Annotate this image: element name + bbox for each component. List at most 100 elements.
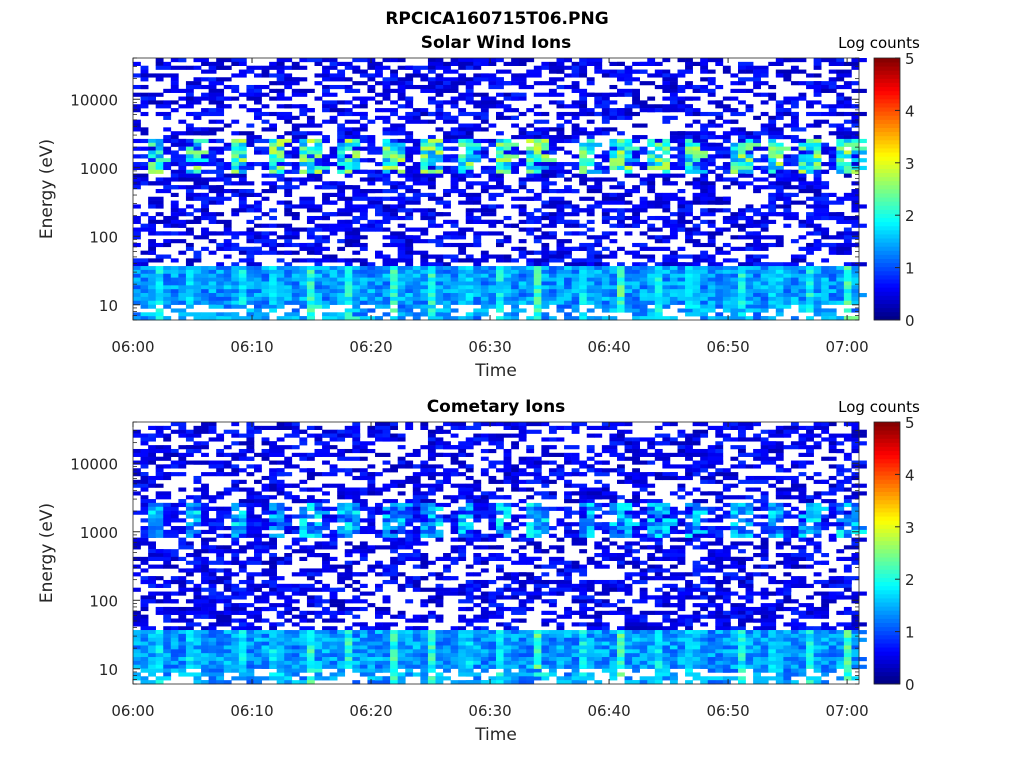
heatmap-cell — [178, 537, 187, 542]
heatmap-cell — [556, 65, 565, 70]
heatmap-cell — [488, 84, 504, 90]
heatmap-cell — [276, 657, 285, 662]
heatmap-cell — [730, 316, 746, 321]
heatmap-cell — [329, 464, 338, 469]
heatmap-cell — [329, 273, 338, 278]
heatmap-cell — [299, 196, 315, 201]
heatmap-cell — [768, 208, 777, 213]
heatmap-cell — [254, 599, 270, 604]
heatmap-cell — [526, 108, 535, 113]
heatmap-cell — [427, 208, 436, 213]
colorbar-segment — [874, 127, 900, 133]
heatmap-cell — [201, 510, 209, 515]
heatmap-cell — [753, 69, 769, 74]
heatmap-cell — [496, 146, 504, 151]
heatmap-cell — [722, 285, 731, 290]
heatmap-cell — [322, 610, 330, 615]
heatmap-cell — [450, 289, 459, 294]
heatmap-cell — [314, 649, 323, 654]
heatmap-cell — [843, 100, 852, 105]
heatmap-cell — [617, 142, 625, 147]
heatmap-cell — [571, 293, 580, 298]
heatmap-cell — [745, 296, 754, 302]
heatmap-cell — [208, 81, 225, 86]
heatmap-cell — [533, 293, 542, 298]
heatmap-cell — [231, 441, 240, 446]
heatmap-cell — [405, 235, 421, 240]
heatmap-cell — [254, 88, 262, 93]
heatmap-cell — [405, 158, 414, 163]
heatmap-cell — [458, 123, 474, 128]
heatmap-cell — [420, 169, 429, 174]
heatmap-cell — [443, 273, 451, 278]
heatmap-cell — [352, 235, 361, 240]
heatmap-cell — [579, 146, 588, 151]
colorbar-segment — [874, 315, 900, 321]
heatmap-cell — [201, 514, 209, 519]
heatmap-cell — [178, 456, 187, 461]
heatmap-cell — [276, 491, 285, 496]
heatmap-cell — [775, 189, 784, 194]
heatmap-cell — [261, 437, 270, 442]
heatmap-cell — [692, 146, 701, 151]
heatmap-cell — [647, 273, 656, 278]
heatmap-cell — [254, 92, 262, 97]
heatmap-cell — [291, 65, 300, 70]
heatmap-cell — [450, 277, 459, 282]
heatmap-cell — [359, 73, 368, 78]
heatmap-cell — [548, 165, 565, 171]
heatmap-cell — [813, 266, 822, 271]
heatmap-cell — [412, 150, 421, 155]
heatmap-cell — [533, 235, 550, 240]
heatmap-cell — [133, 273, 141, 278]
heatmap-cell — [760, 304, 769, 309]
heatmap-cell — [170, 158, 187, 163]
heatmap-cell — [163, 231, 172, 236]
heatmap-cell — [617, 181, 625, 186]
heatmap-cell — [806, 73, 814, 78]
heatmap-cell — [753, 258, 761, 263]
heatmap-cell — [458, 231, 467, 236]
heatmap-cell — [677, 142, 686, 147]
heatmap-cell — [148, 200, 164, 205]
heatmap-cell — [284, 599, 293, 604]
heatmap-cell — [284, 189, 293, 194]
heatmap-cell — [170, 502, 179, 508]
heatmap-cell — [216, 177, 225, 182]
heatmap-cell — [601, 277, 610, 282]
heatmap-cell — [201, 212, 217, 217]
heatmap-cell — [556, 173, 565, 178]
heatmap-cell — [185, 96, 194, 101]
heatmap-cell — [836, 293, 845, 298]
heatmap-cell — [291, 495, 300, 500]
heatmap-cell — [254, 138, 270, 144]
heatmap-cell — [170, 664, 179, 669]
heatmap-cell — [254, 626, 262, 631]
heatmap-cell — [231, 664, 240, 669]
heatmap-cell — [216, 657, 225, 662]
heatmap-cell — [768, 61, 784, 66]
heatmap-cell — [692, 254, 701, 259]
heatmap-cell — [420, 212, 429, 217]
heatmap-cell — [579, 165, 588, 171]
heatmap-cell — [284, 242, 293, 248]
heatmap-cell — [216, 545, 225, 550]
heatmap-cell — [291, 660, 300, 666]
heatmap-cell — [170, 637, 179, 642]
heatmap-cell — [208, 672, 225, 677]
heatmap-cell — [223, 445, 232, 450]
heatmap-cell — [216, 599, 225, 604]
heatmap-cell — [254, 289, 262, 294]
heatmap-cell — [662, 277, 671, 282]
heatmap-cell — [450, 81, 459, 86]
heatmap-cell — [435, 58, 444, 63]
heatmap-cell — [133, 479, 141, 484]
heatmap-cell — [768, 154, 777, 159]
heatmap-cell — [284, 456, 293, 461]
heatmap-cell — [707, 119, 716, 124]
heatmap-cell — [843, 84, 852, 90]
heatmap-cell — [284, 73, 293, 78]
colorbar-segment — [874, 90, 900, 96]
heatmap-cell — [609, 158, 618, 163]
heatmap-cell — [170, 599, 179, 604]
